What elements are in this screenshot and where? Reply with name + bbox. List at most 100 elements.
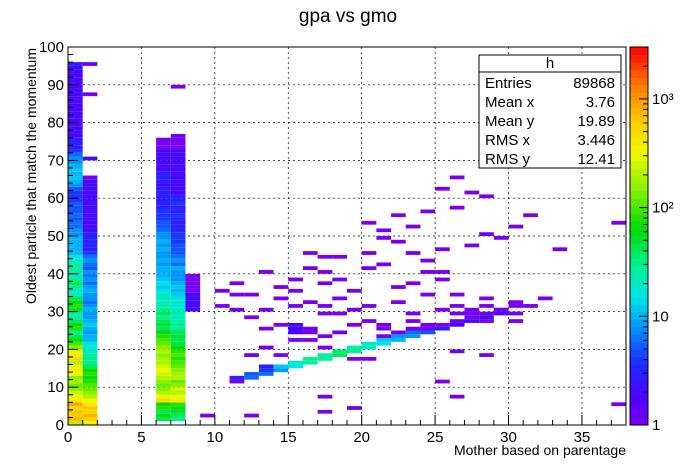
heatmap-cell [82, 398, 98, 403]
heatmap-cell [82, 281, 98, 286]
color-scale-swatch [630, 409, 648, 418]
heatmap-cell [523, 304, 538, 308]
heatmap-cell [361, 345, 377, 350]
heatmap-cell [170, 209, 186, 214]
heatmap-cell [156, 205, 171, 210]
heatmap-cell [68, 175, 83, 180]
heatmap-cell [376, 341, 392, 346]
color-scale-swatch [630, 205, 648, 214]
x-axis-title: Mother based on parentage [454, 442, 626, 458]
heatmap-cell [82, 330, 98, 335]
heatmap-cell [68, 126, 83, 131]
heatmap-cell [156, 334, 171, 339]
heatmap-cell [170, 417, 186, 422]
heatmap-cell [82, 402, 98, 407]
heatmap-cell [68, 394, 83, 399]
heatmap-cell [170, 307, 186, 312]
heatmap-cell [479, 304, 494, 308]
heatmap-cell [185, 281, 201, 286]
heatmap-cell [68, 156, 83, 161]
heatmap-cell [170, 152, 186, 157]
color-scale-swatch [630, 92, 648, 101]
heatmap-cell [170, 364, 186, 369]
heatmap-cell [170, 326, 186, 331]
heatmap-cell [68, 338, 83, 342]
heatmap-cell [214, 288, 230, 293]
color-scale-swatch [630, 160, 648, 169]
heatmap-cell [244, 372, 259, 376]
heatmap-cell [82, 232, 98, 236]
heatmap-cell [68, 224, 83, 229]
heatmap-cell [68, 421, 83, 425]
color-scale-swatch [630, 62, 648, 71]
heatmap-cell [68, 266, 83, 271]
heatmap-cell [332, 349, 347, 354]
heatmap-cell [156, 300, 171, 305]
heatmap-cell [68, 236, 83, 240]
heatmap-cell [376, 338, 392, 342]
heatmap-cell [68, 383, 83, 388]
heatmap-cell [170, 217, 186, 221]
heatmap-cell [82, 239, 98, 244]
heatmap-cell [170, 379, 186, 384]
heatmap-cell [82, 243, 98, 248]
heatmap-cell [185, 300, 201, 305]
heatmap-cell [68, 152, 83, 157]
stats-row-value: 3.76 [586, 94, 615, 111]
heatmap-cell [68, 209, 83, 214]
heatmap-cell [273, 353, 289, 357]
heatmap-cell [82, 251, 98, 255]
heatmap-cell [156, 356, 171, 361]
heatmap-cell [82, 390, 98, 395]
heatmap-cell [156, 319, 171, 323]
heatmap-cell [82, 360, 98, 365]
heatmap-cell [156, 186, 171, 191]
heatmap-cell [156, 247, 171, 252]
heatmap-cell [302, 338, 318, 342]
heatmap-cell [68, 296, 83, 301]
heatmap-cell [68, 73, 83, 78]
heatmap-cell [200, 413, 215, 418]
heatmap-cell [156, 137, 171, 142]
heatmap-cell [82, 311, 98, 316]
heatmap-cell [347, 356, 362, 361]
heatmap-cell [464, 315, 480, 320]
heatmap-cell [376, 326, 392, 331]
heatmap-cell [156, 417, 171, 422]
heatmap-cell [68, 81, 83, 85]
heatmap-cell [156, 228, 171, 233]
heatmap-cell [170, 288, 186, 293]
heatmap-cell [391, 338, 406, 342]
heatmap-cell [68, 277, 83, 282]
y-tick-label: 50 [47, 228, 64, 245]
x-tick-label: 25 [427, 429, 444, 446]
heatmap-cell [68, 220, 83, 225]
heatmap-cell [156, 353, 171, 357]
heatmap-cell [405, 251, 421, 255]
heatmap-cell [68, 353, 83, 357]
heatmap-cell [82, 156, 98, 161]
color-scale-label: 10² [652, 200, 674, 217]
heatmap-cell [170, 205, 186, 210]
axes: 0 5 10 15 20 25 30 35 0 10 20 30 40 50 60 70 80 90 100 [39, 39, 627, 446]
heatmap-cell [361, 341, 377, 346]
heatmap-cell [82, 92, 98, 97]
heatmap-cell [156, 387, 171, 391]
heatmap-cell [156, 220, 171, 225]
heatmap-cell [68, 88, 83, 93]
heatmap-cell [156, 149, 171, 153]
heatmap-cell [68, 379, 83, 384]
heatmap-cell [391, 300, 406, 305]
heatmap-cell [508, 319, 524, 323]
heatmap-cell [185, 292, 201, 297]
heatmap-cell [156, 379, 171, 384]
heatmap-cell [170, 394, 186, 399]
heatmap-cell [82, 421, 98, 425]
heatmap-cell [82, 262, 98, 267]
heatmap-cell [156, 338, 171, 342]
heatmap-cell [288, 277, 303, 282]
heatmap-cell [185, 285, 201, 289]
heatmap-cell [82, 307, 98, 312]
heatmap-cell [68, 69, 83, 74]
